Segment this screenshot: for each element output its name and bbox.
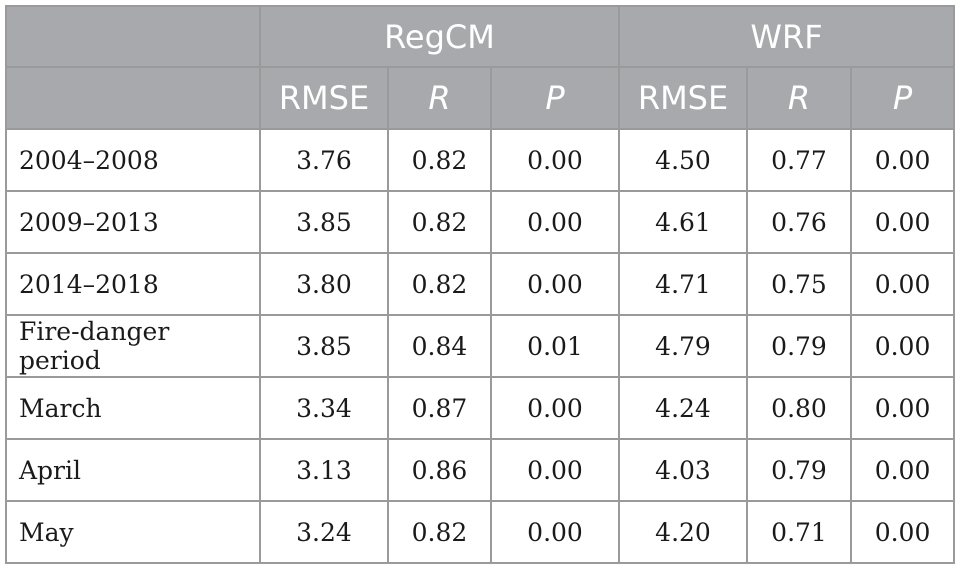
table-row: 2004–2008 3.76 0.82 0.00 4.50 0.77 0.00	[5, 128, 956, 192]
cell-regcm-rmse: 3.13	[259, 438, 389, 502]
cell-regcm-p: 0.00	[489, 190, 621, 254]
cell-wrf-r: 0.77	[746, 128, 853, 192]
column-header-r: R	[746, 66, 853, 130]
table-row: Fire-danger period 3.85 0.84 0.01 4.79 0…	[5, 314, 956, 378]
column-header-rmse: RMSE	[618, 66, 749, 130]
cell-wrf-r: 0.80	[746, 376, 853, 440]
cell-regcm-rmse: 3.80	[259, 252, 389, 316]
cell-regcm-r: 0.82	[387, 190, 492, 254]
cell-regcm-p: 0.00	[489, 376, 621, 440]
cell-regcm-r: 0.87	[387, 376, 492, 440]
cell-wrf-p: 0.00	[850, 314, 956, 378]
cell-regcm-rmse: 3.24	[259, 500, 389, 564]
row-label: May	[5, 500, 261, 564]
cell-wrf-rmse: 4.03	[618, 438, 749, 502]
row-label: 2009–2013	[5, 190, 261, 254]
column-header-p: P	[850, 66, 956, 130]
cell-wrf-rmse: 4.24	[618, 376, 749, 440]
cell-wrf-rmse: 4.61	[618, 190, 749, 254]
cell-wrf-r: 0.79	[746, 438, 853, 502]
cell-wrf-p: 0.00	[850, 438, 956, 502]
cell-regcm-p: 0.00	[489, 438, 621, 502]
group-header-wrf: WRF	[618, 5, 956, 68]
cell-regcm-p: 0.01	[489, 314, 621, 378]
cell-wrf-p: 0.00	[850, 376, 956, 440]
cell-wrf-rmse: 4.79	[618, 314, 749, 378]
header-corner-cell	[5, 66, 261, 130]
row-label: Fire-danger period	[5, 314, 261, 378]
cell-regcm-rmse: 3.85	[259, 314, 389, 378]
row-label: March	[5, 376, 261, 440]
table-row: 2014–2018 3.80 0.82 0.00 4.71 0.75 0.00	[5, 252, 956, 316]
cell-wrf-rmse: 4.71	[618, 252, 749, 316]
cell-regcm-p: 0.00	[489, 500, 621, 564]
table-row: April 3.13 0.86 0.00 4.03 0.79 0.00	[5, 438, 956, 502]
header-corner-cell	[5, 5, 261, 68]
cell-wrf-r: 0.79	[746, 314, 853, 378]
column-header-rmse: RMSE	[259, 66, 389, 130]
cell-regcm-r: 0.82	[387, 500, 492, 564]
cell-regcm-r: 0.86	[387, 438, 492, 502]
group-header-regcm: RegCM	[258, 5, 621, 68]
column-header-p: P	[489, 66, 621, 130]
row-label: 2014–2018	[5, 252, 261, 316]
cell-wrf-p: 0.00	[850, 190, 956, 254]
cell-wrf-r: 0.75	[746, 252, 853, 316]
cell-regcm-rmse: 3.34	[259, 376, 389, 440]
cell-wrf-p: 0.00	[850, 252, 956, 316]
cell-regcm-r: 0.82	[387, 252, 492, 316]
cell-wrf-r: 0.71	[746, 500, 853, 564]
cell-wrf-rmse: 4.50	[618, 128, 749, 192]
cell-regcm-p: 0.00	[489, 252, 621, 316]
cell-wrf-p: 0.00	[850, 500, 956, 564]
table-row: May 3.24 0.82 0.00 4.20 0.71 0.00	[5, 500, 956, 564]
column-header-r: R	[387, 66, 492, 130]
row-label: 2004–2008	[5, 128, 261, 192]
header-group-row: RegCM WRF	[5, 5, 956, 68]
cell-regcm-r: 0.82	[387, 128, 492, 192]
cell-regcm-rmse: 3.76	[259, 128, 389, 192]
row-label: April	[5, 438, 261, 502]
cell-wrf-r: 0.76	[746, 190, 853, 254]
header-column-row: RMSE R P RMSE R P	[5, 66, 956, 130]
table-row: 2009–2013 3.85 0.82 0.00 4.61 0.76 0.00	[5, 190, 956, 254]
cell-wrf-p: 0.00	[850, 128, 956, 192]
cell-wrf-rmse: 4.20	[618, 500, 749, 564]
statistics-table: RegCM WRF RMSE R P RMSE R P 2004–2008 3.…	[5, 5, 956, 564]
cell-regcm-p: 0.00	[489, 128, 621, 192]
cell-regcm-r: 0.84	[387, 314, 492, 378]
table-row: March 3.34 0.87 0.00 4.24 0.80 0.00	[5, 376, 956, 440]
table-body: 2004–2008 3.76 0.82 0.00 4.50 0.77 0.00 …	[5, 128, 956, 564]
table-header: RegCM WRF RMSE R P RMSE R P	[5, 5, 956, 130]
cell-regcm-rmse: 3.85	[259, 190, 389, 254]
